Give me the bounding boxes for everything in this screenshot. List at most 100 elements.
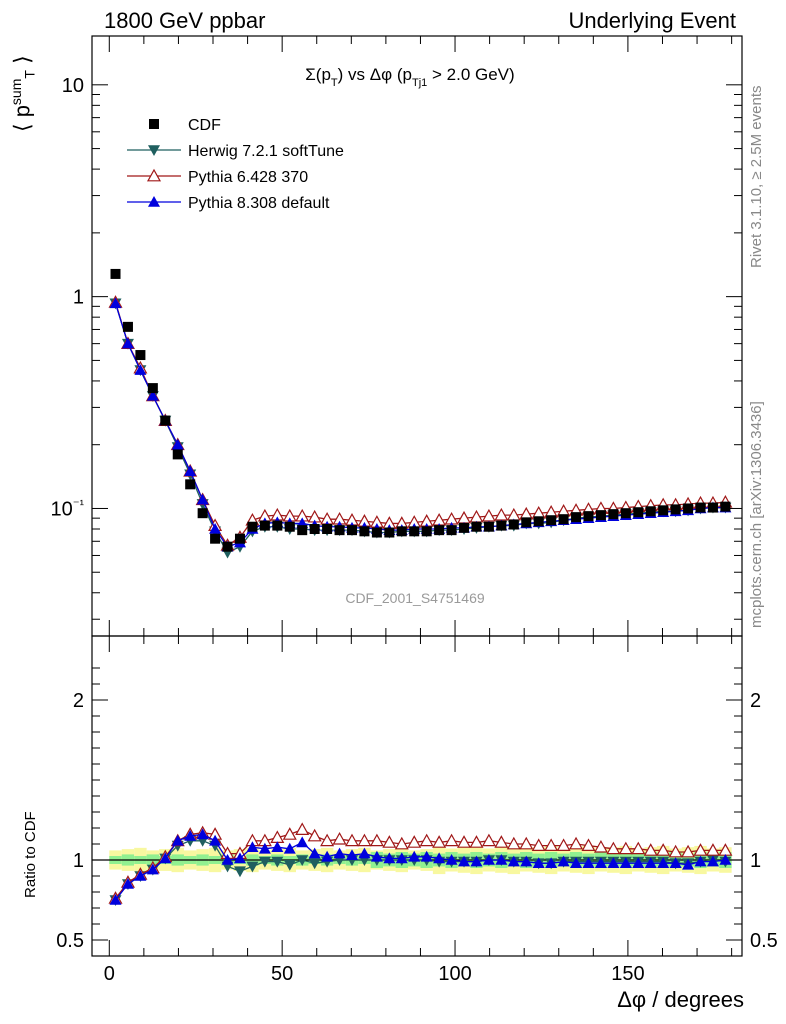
y-tick-label-right: 0.5: [750, 930, 778, 952]
data-point-cdf: [608, 509, 619, 520]
ratio-data-point: [221, 854, 234, 865]
data-point-cdf: [483, 521, 494, 532]
ratio-data-point: [395, 852, 408, 864]
ratio-data-point: [271, 856, 284, 868]
data-point: [196, 493, 209, 505]
data-point-cdf: [521, 517, 532, 528]
ratio-data-point: [271, 841, 284, 852]
data-point: [146, 389, 159, 401]
legend: CDF Herwig 7.2.1 softTune Pythia 6.428 370…: [127, 117, 344, 212]
ratio-data-point: [321, 850, 334, 862]
ratio-data-point: [109, 894, 122, 905]
ratio-data-point: [419, 833, 434, 847]
data-point-cdf: [122, 321, 133, 332]
ratio-data-point: [171, 834, 184, 846]
x-tick-label: 100: [438, 963, 471, 985]
header-left: 1800 GeV ppbar: [104, 8, 266, 33]
y-axis-label-top: ⟨ psumT ⟩: [8, 55, 38, 132]
data-point-cdf: [359, 526, 370, 537]
ratio-data-point: [494, 835, 509, 848]
data-point-cdf: [595, 510, 606, 521]
y-tick-label: 1: [73, 287, 84, 309]
data-point-cdf: [197, 508, 208, 519]
data-point-cdf: [384, 527, 395, 538]
ratio-data-point: [582, 857, 595, 868]
data-point-cdf: [645, 506, 656, 517]
ratio-data-point: [196, 828, 209, 840]
ratio-data-point: [420, 850, 433, 862]
ratio-data-point: [644, 857, 657, 868]
ratio-data-point: [581, 838, 596, 852]
ratio-data-point: [694, 855, 707, 867]
ratio-data-point: [320, 833, 335, 847]
ratio-data-point: [184, 830, 197, 841]
ratio-data-point: [457, 835, 472, 848]
ratio-data-point: [643, 843, 658, 856]
data-point-cdf: [546, 515, 557, 526]
data-point: [121, 337, 134, 349]
data-point-cdf: [334, 525, 345, 536]
ratio-data-point: [458, 855, 471, 867]
legend-marker: [148, 196, 160, 207]
ratio-data-point: [308, 858, 321, 870]
analysis-id-watermark: CDF_2001_S4751469: [345, 590, 485, 606]
ratio-data-point: [531, 838, 546, 852]
data-point-cdf: [371, 527, 382, 538]
data-point-cdf: [247, 521, 258, 532]
ratio-data-point: [283, 842, 296, 854]
data-point-cdf: [409, 526, 420, 537]
ratio-data-point: [594, 857, 607, 868]
side-text-mcplots: mcplots.cern.ch [arXiv:1306.3436]: [748, 401, 765, 628]
data-point-cdf: [471, 521, 482, 532]
data-point-cdf: [147, 383, 158, 394]
ratio-data-point: [481, 833, 496, 847]
ratio-data-point: [445, 854, 458, 865]
header-right: Underlying Event: [568, 8, 736, 33]
data-point: [109, 297, 122, 309]
y-tick-label: 1: [73, 850, 84, 872]
data-point-cdf: [297, 525, 308, 536]
ratio-data-point: [246, 861, 259, 873]
ratio-data-point: [657, 857, 670, 868]
plot-title: Σ(pT) vs Δφ (pTj1 > 2.0 GeV): [305, 65, 514, 89]
data-point-cdf: [508, 519, 519, 530]
data-point-cdf: [135, 350, 146, 361]
data-point-cdf: [185, 479, 196, 490]
data-point-cdf: [110, 268, 121, 279]
ratio-data-point: [557, 855, 570, 867]
ratio-data-point: [631, 841, 646, 855]
data-point: [184, 465, 197, 476]
x-tick-label: 150: [611, 963, 644, 985]
ratio-data-point: [693, 843, 708, 856]
data-point-cdf: [272, 520, 283, 531]
ratio-data-point: [308, 847, 321, 859]
data-point-cdf: [620, 508, 631, 519]
data-point-cdf: [222, 541, 233, 552]
y-tick-label: 2: [73, 690, 84, 712]
legend-marker: [149, 119, 159, 129]
ratio-data-point: [296, 836, 309, 848]
ratio-data-point: [383, 852, 396, 864]
ratio-data-point: [470, 855, 483, 867]
y-tick-label-right: 2: [750, 690, 761, 712]
ratio-data-point: [295, 822, 310, 836]
ratio-data-point: [656, 843, 671, 856]
data-point-cdf: [583, 511, 594, 522]
ratio-data-point: [556, 838, 571, 852]
data-point-cdf: [234, 533, 245, 544]
data-point-cdf: [421, 526, 432, 537]
ratio-data-point: [370, 850, 383, 862]
data-point-cdf: [322, 523, 333, 534]
ratio-data-point: [358, 847, 371, 859]
ratio-data-point: [668, 844, 683, 858]
ratio-data-point: [681, 844, 696, 858]
side-text-rivet: Rivet 3.1.10, ≥ 2.5M events: [748, 85, 765, 269]
y-axis-label-ratio: Ratio to CDF: [22, 811, 39, 898]
ratio-data-point: [607, 857, 620, 868]
data-point-cdf: [210, 533, 221, 544]
ratio-data-point: [705, 843, 720, 856]
ratio-data-point: [433, 852, 446, 864]
ratio-data-point: [669, 857, 682, 868]
legend-label: Pythia 8.308 default: [188, 195, 330, 212]
data-point-cdf: [284, 521, 295, 532]
